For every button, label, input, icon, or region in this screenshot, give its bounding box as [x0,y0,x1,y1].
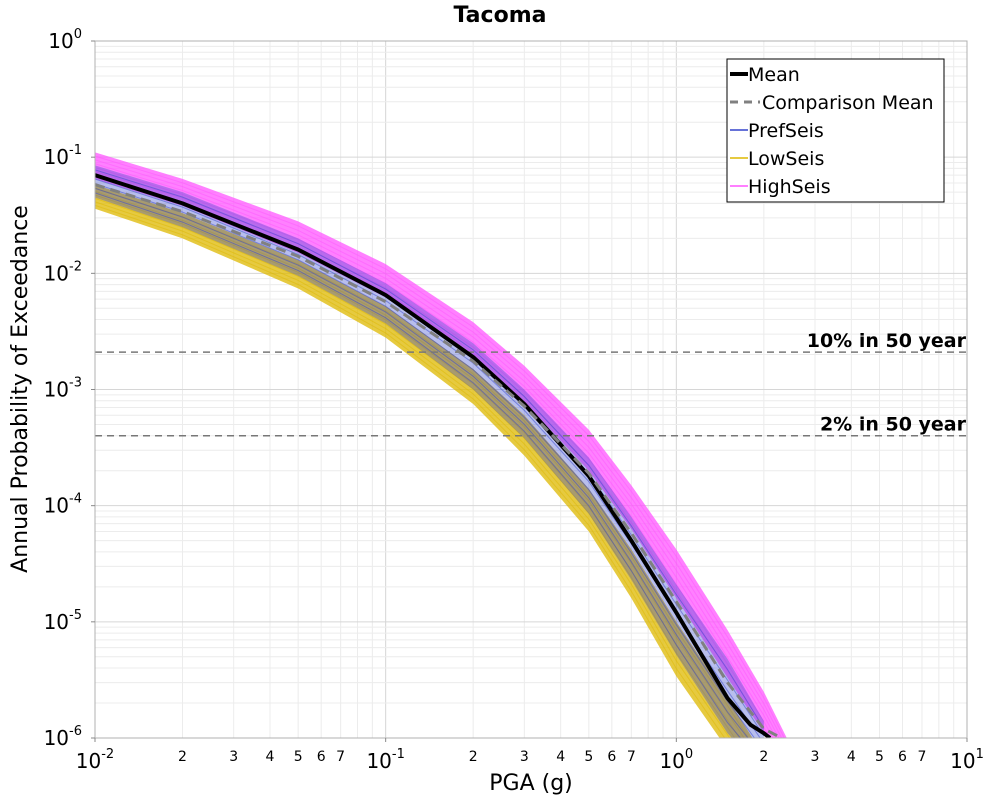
lowseis-branch-curve [95,204,726,738]
prefseis-band [95,165,764,738]
reference-lines: 10% in 50 year 2% in 50 year [95,330,967,437]
grid-lines [94,41,967,739]
x-tick-label: 101 [950,747,984,773]
x-minor-tick-label: 3 [811,749,820,765]
y-tick-label: 100 [48,27,82,53]
x-minor-tick-label: 6 [607,749,616,765]
x-minor-tick-label: 2 [759,749,768,765]
x-minor-tick-label: 7 [918,749,927,765]
x-tick-label: 10-1 [366,747,404,773]
prefseis-branch-curve [95,187,749,738]
legend-label: Comparison Mean [762,92,934,114]
chart-title: Tacoma [454,3,547,28]
x-minor-tick-label: 3 [229,749,238,765]
reference-line-label: 10% in 50 year [807,330,967,352]
x-tick-label: 100 [659,747,693,773]
y-tick-label: 10-3 [44,376,82,402]
x-axis-label: PGA (g) [489,771,573,796]
x-minor-tick-label: 5 [294,749,303,765]
x-minor-tick-label: 4 [847,749,856,765]
x-minor-tick-label: 3 [520,749,529,765]
lowseis-branch-curve [95,191,745,738]
x-minor-tick-label: 2 [178,749,187,765]
legend-label: Mean [748,64,800,86]
x-minor-tick-label: 2 [469,749,478,765]
x-minor-tick-label: 5 [875,749,884,765]
comparison-mean-line [95,183,783,738]
y-tick-label: 10-6 [44,724,82,750]
highseis-branch-curve [95,163,780,738]
x-minor-tick-label: 6 [898,749,907,765]
x-minor-tick-label: 4 [266,749,275,765]
prefseis-branch-curve [95,169,765,729]
highseis-branch-curve [95,167,777,738]
x-minor-tick-label: 7 [627,749,636,765]
x-minor-tick-label: 5 [584,749,593,765]
y-tick-label: 10-4 [44,492,82,518]
highseis-branch-curve [95,155,785,738]
x-minor-tick-label: 7 [336,749,345,765]
lowseis-branch-curve [95,197,736,738]
prefseis-branch-curve [95,192,742,738]
series-lines [95,173,783,738]
lowseis-branch-curve [95,201,731,738]
y-axis-label: Annual Probability of Exceedance [8,205,33,573]
y-tick-label: 10-2 [44,259,82,285]
y-axis-ticks: 100 10-1 10-2 10-3 10-4 10-5 10-6 [44,27,95,750]
prefseis-branch-curve [95,183,756,738]
x-minor-tick-label: 4 [556,749,565,765]
reference-line-label: 2% in 50 year [820,414,967,436]
legend-label: LowSeis [748,148,824,170]
legend-label: PrefSeis [748,120,824,142]
legend-label: HighSeis [748,176,831,198]
y-tick-label: 10-1 [44,143,82,169]
y-tick-label: 10-5 [44,608,82,634]
mean-line [95,173,772,738]
x-minor-tick-label: 6 [317,749,326,765]
highseis-branch-curve [95,159,783,738]
lowseis-branch-curve [95,187,749,738]
legend-box [726,58,945,203]
x-tick-label: 10-2 [76,747,114,773]
legend: Mean Comparison Mean PrefSeis LowSeis HighSe… [726,58,945,203]
